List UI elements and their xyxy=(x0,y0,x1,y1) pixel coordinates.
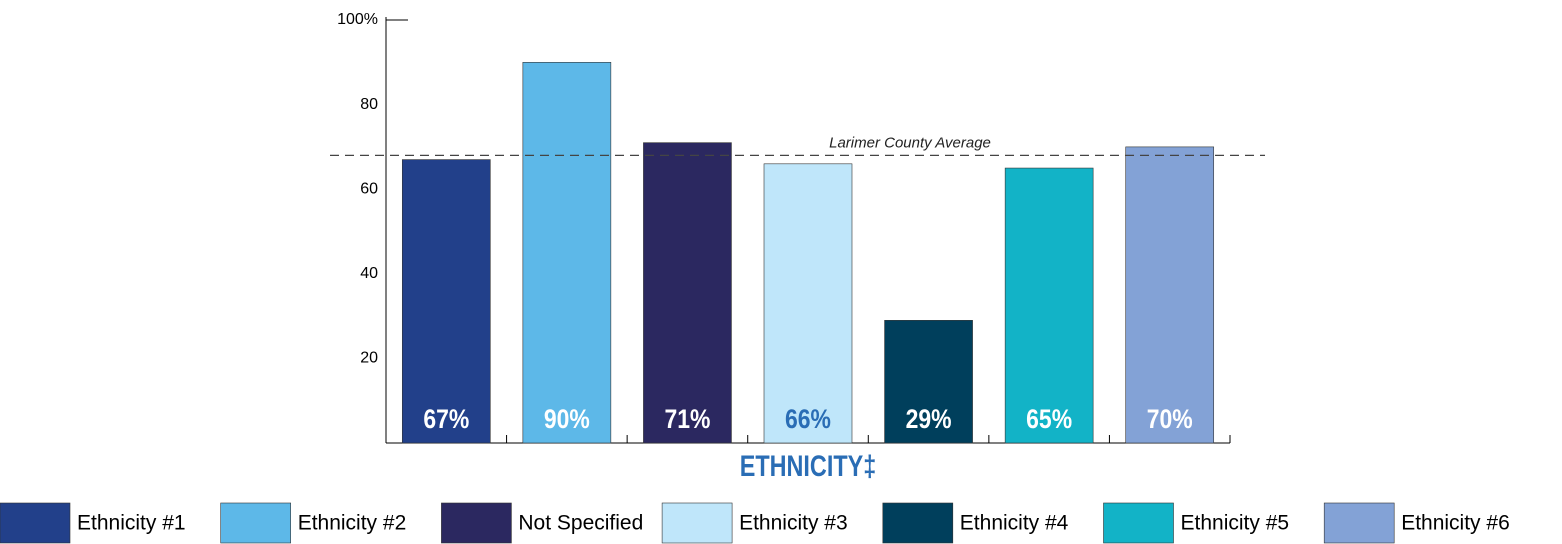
legend-label: Ethnicity #4 xyxy=(960,512,1069,535)
bar xyxy=(643,142,732,444)
bar xyxy=(522,61,612,444)
legend-swatch xyxy=(661,502,733,544)
legend-swatch xyxy=(1323,502,1395,544)
value-label: 71% xyxy=(664,404,710,434)
legend-label: Ethnicity #1 xyxy=(77,512,186,535)
value-label: 70% xyxy=(1147,404,1193,434)
bar xyxy=(1125,146,1215,444)
value-label: 66% xyxy=(785,404,831,434)
legend-swatch xyxy=(441,502,512,544)
x-axis-label: ETHNICITY‡ xyxy=(740,449,876,482)
legend-label: Ethnicity #3 xyxy=(739,512,848,535)
value-label: 29% xyxy=(906,404,952,434)
legend-label: Ethnicity #2 xyxy=(298,512,407,535)
y-tick-label: 20 xyxy=(360,350,378,367)
reference-label: Larimer County Average xyxy=(829,134,991,151)
y-tick-label: 40 xyxy=(360,265,378,282)
legend-label: Ethnicity #5 xyxy=(1181,512,1290,535)
y-tick-label: 60 xyxy=(360,180,378,197)
value-label: 67% xyxy=(423,404,469,434)
value-label: 90% xyxy=(544,404,590,434)
legend-swatch xyxy=(1103,502,1174,544)
legend-swatch xyxy=(882,502,954,544)
legend-label: Not Specified xyxy=(518,512,643,535)
legend-swatch xyxy=(0,502,71,544)
value-label: 65% xyxy=(1026,404,1072,434)
legend-swatch xyxy=(220,502,291,544)
bar xyxy=(884,320,973,444)
bar xyxy=(1004,167,1094,444)
y-tick-label: 100% xyxy=(337,11,378,28)
legend-label: Ethnicity #6 xyxy=(1401,512,1510,535)
y-tick-label: 80 xyxy=(360,96,378,113)
bar xyxy=(763,163,853,444)
bar xyxy=(401,159,491,444)
